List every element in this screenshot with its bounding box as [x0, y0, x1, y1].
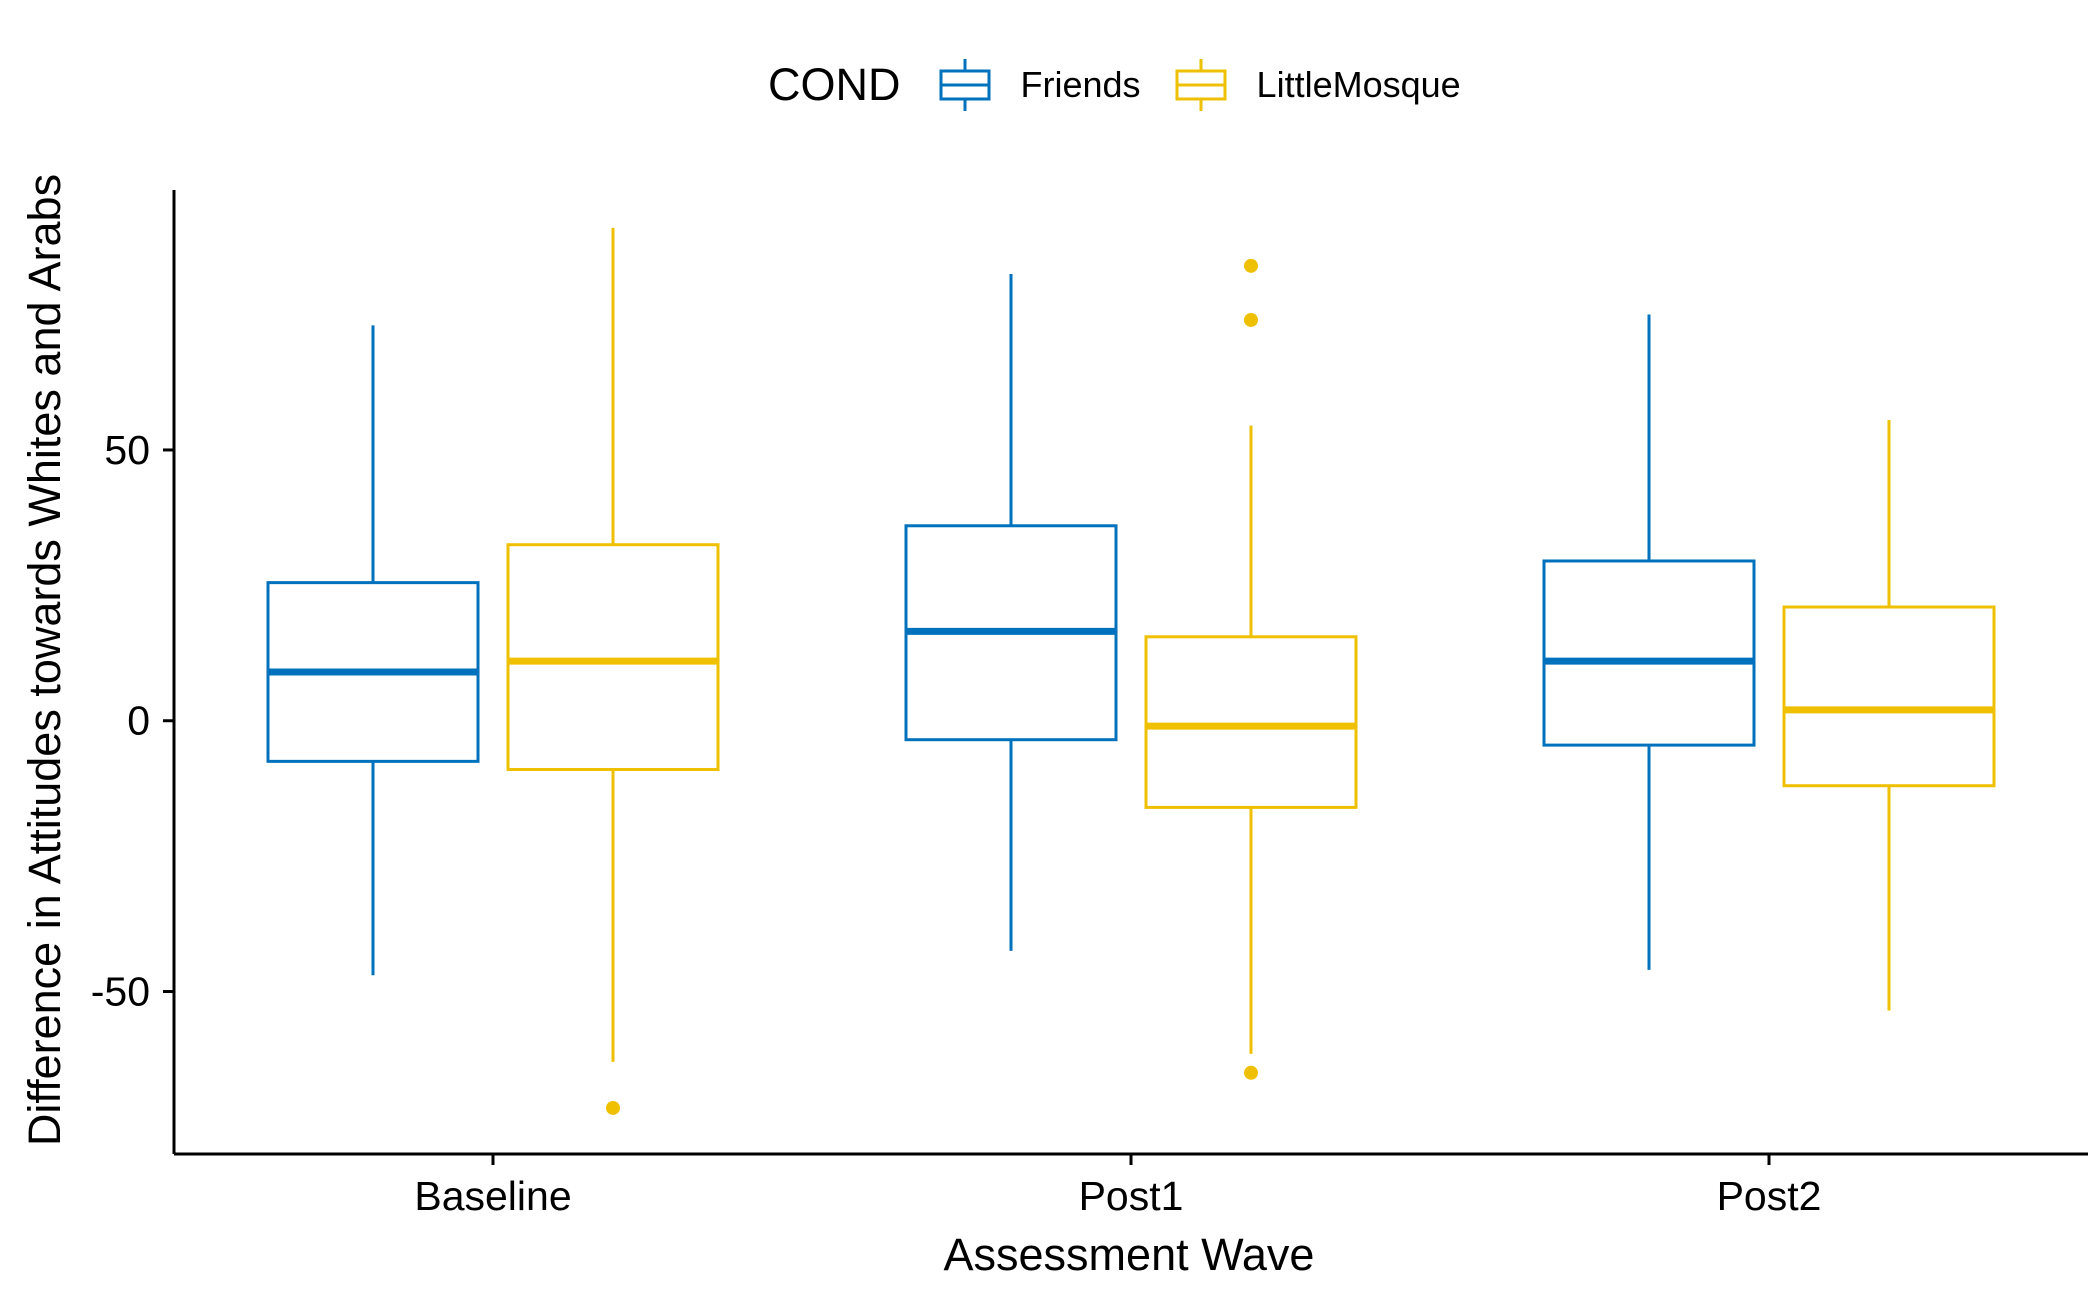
box-iqr	[1542, 559, 1756, 747]
box-iqr	[506, 543, 720, 771]
y-tick-label: 50	[104, 427, 150, 473]
outlier-point	[1244, 258, 1258, 273]
legend: COND Friends LittleMosque	[768, 52, 1493, 118]
x-tick-label: Post2	[1717, 1173, 1822, 1219]
x-axis-ticks: Baseline Post1 Post2	[414, 1154, 1821, 1219]
box-littlemosque-baseline	[506, 227, 720, 1115]
legend-item-friends: Friends	[937, 57, 1141, 113]
y-axis-title: Difference in Attitudes towards Whites a…	[19, 174, 70, 1146]
box-friends-post1	[904, 273, 1118, 951]
y-axis-ticks: -50 0 50	[91, 427, 174, 1015]
y-tick-label: -50	[91, 969, 150, 1015]
legend-key-littlemosque	[1175, 59, 1227, 111]
legend-label-littlemosque: LittleMosque	[1256, 64, 1461, 105]
x-axis-title: Assessment Wave	[944, 1229, 1315, 1280]
box-iqr	[1782, 605, 1996, 788]
outlier-point	[1244, 312, 1258, 327]
legend-item-littlemosque: LittleMosque	[1173, 57, 1461, 113]
box-friends-post2	[1542, 314, 1756, 970]
outlier-point	[1244, 1065, 1258, 1080]
plot-area	[266, 227, 1996, 1115]
box-littlemosque-post1	[1144, 258, 1358, 1080]
legend-key-friends	[939, 59, 990, 111]
y-tick-label: 0	[127, 698, 150, 744]
x-tick-label: Post1	[1079, 1173, 1184, 1219]
outlier-point	[606, 1100, 620, 1115]
box-littlemosque-post2	[1782, 420, 1996, 1011]
box-iqr	[1144, 635, 1358, 809]
x-tick-label: Baseline	[414, 1173, 571, 1219]
legend-title: COND	[768, 59, 901, 110]
box-friends-baseline	[266, 325, 480, 976]
legend-label-friends: Friends	[1020, 64, 1141, 105]
